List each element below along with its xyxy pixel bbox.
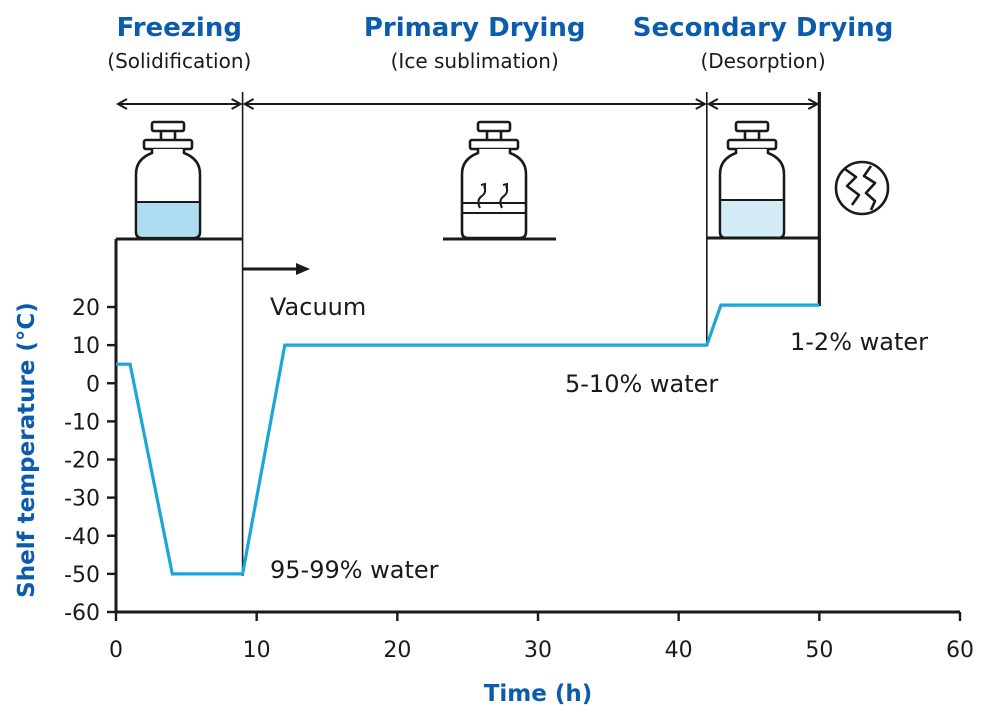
y-tick-label: -40 (64, 525, 100, 550)
phase-title-secondary-drying: Secondary Drying (633, 13, 894, 43)
x-tick-label: 60 (946, 638, 974, 663)
y-tick-label: 0 (86, 372, 100, 397)
x-tick-label: 10 (243, 638, 271, 663)
phase-subtitle-freezing: (Solidification) (107, 49, 251, 73)
x-tick-label: 0 (109, 638, 123, 663)
phase-title-freezing: Freezing (117, 13, 242, 43)
vacuum-arrow (243, 263, 310, 275)
phase-span-arrows (118, 99, 817, 109)
cracked-seal-icon (836, 162, 888, 214)
y-tick-label: -60 (64, 601, 100, 626)
vial-frozen-icon (136, 122, 200, 238)
annotation-water-5-10: 5-10% water (565, 370, 718, 398)
x-tick-label: 30 (524, 638, 552, 663)
axes (115, 239, 961, 612)
y-tick-label: -10 (64, 410, 100, 435)
phase-title-primary-drying: Primary Drying (364, 13, 586, 43)
x-tick-label: 40 (665, 638, 693, 663)
x-tick-label: 20 (383, 638, 411, 663)
phase-subtitle-primary-drying: (Ice sublimation) (391, 49, 559, 73)
vacuum-arrow-head-icon (296, 263, 310, 275)
y-axis-title: Shelf temperature (°C) (14, 302, 40, 598)
annotation-water-95-99: 95-99% water (270, 556, 439, 584)
annotation-water-1-2: 1-2% water (790, 328, 928, 356)
y-tick-label: -20 (64, 449, 100, 474)
y-tick-label: -30 (64, 487, 100, 512)
vial-sublimation-icon (462, 122, 526, 238)
y-tick-label: 10 (72, 334, 100, 359)
x-axis-ticks: 0 10 20 30 40 50 60 (109, 612, 974, 663)
y-tick-label: -50 (64, 563, 100, 588)
y-tick-label: 20 (72, 296, 100, 321)
series-line (116, 305, 819, 574)
vial-dry-icon (720, 122, 784, 238)
phase-subtitle-secondary-drying: (Desorption) (700, 49, 825, 73)
x-tick-label: 50 (805, 638, 833, 663)
x-axis-title: Time (h) (484, 681, 593, 707)
y-axis-ticks: 20 10 0 -10 -20 -30 -40 -50 -60 (64, 296, 116, 626)
shelves (116, 238, 819, 239)
annotation-vacuum: Vacuum (270, 293, 366, 321)
